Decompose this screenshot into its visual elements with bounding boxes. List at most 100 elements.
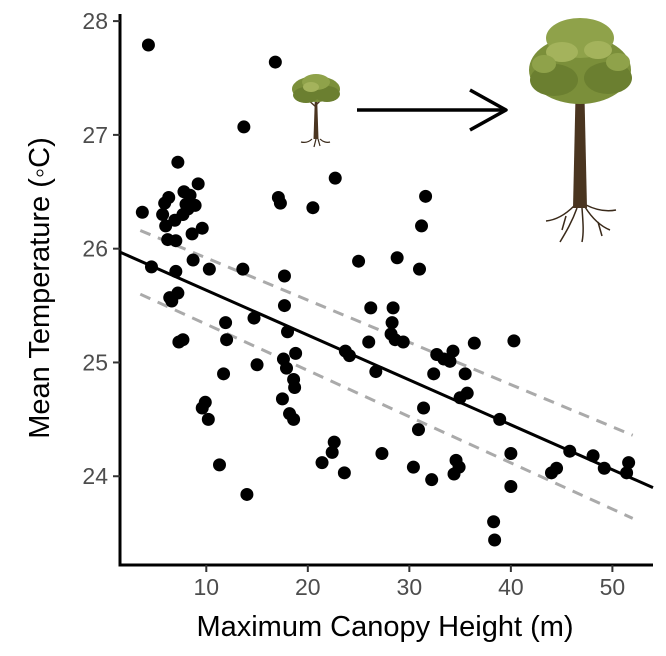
data-point: [135, 205, 149, 219]
large-tree-icon: [529, 18, 632, 243]
data-point: [277, 269, 291, 283]
small-tree-icon: [292, 74, 340, 148]
x-tick-label: 10: [193, 574, 219, 600]
data-point: [171, 155, 185, 169]
data-point: [386, 301, 400, 315]
data-point: [141, 38, 155, 52]
data-point: [419, 189, 433, 203]
x-tick-label: 50: [600, 574, 626, 600]
data-point: [327, 435, 341, 449]
y-tick-label: 27: [82, 122, 108, 148]
data-point: [458, 367, 472, 381]
data-point: [620, 466, 634, 480]
data-point: [191, 177, 205, 191]
data-point: [325, 445, 339, 459]
data-point: [289, 346, 303, 360]
data-point: [597, 461, 611, 475]
arrow-right-icon: [357, 88, 508, 132]
axes: 10 20 30 40 50 24 25 26 27 28: [82, 8, 653, 600]
data-point: [586, 449, 600, 463]
data-point: [236, 262, 250, 276]
data-point: [288, 380, 302, 394]
data-point: [247, 311, 261, 325]
data-point: [507, 334, 521, 348]
data-point: [390, 251, 404, 265]
data-point: [201, 412, 215, 426]
data-point: [195, 221, 209, 235]
y-axis-title: Mean Temperature (◦C): [24, 137, 56, 438]
data-point: [169, 234, 183, 248]
data-point: [406, 460, 420, 474]
data-point: [412, 262, 426, 276]
data-point: [281, 325, 295, 339]
data-point: [550, 461, 564, 475]
data-point: [352, 254, 366, 268]
data-point: [212, 458, 226, 472]
data-point: [385, 316, 399, 330]
data-point: [250, 358, 264, 372]
confidence-band: [139, 229, 634, 520]
x-tick-label: 40: [498, 574, 524, 600]
data-point: [156, 208, 170, 222]
data-point: [328, 171, 342, 185]
data-point: [217, 367, 231, 381]
data-point: [369, 365, 383, 379]
data-point: [364, 301, 378, 315]
data-point: [279, 361, 293, 375]
data-point: [306, 201, 320, 215]
data-points: [135, 38, 636, 547]
data-point: [460, 386, 474, 400]
data-point: [219, 316, 233, 330]
data-point: [467, 336, 481, 350]
data-point: [487, 515, 501, 529]
data-point: [315, 456, 329, 470]
x-tick-label: 20: [295, 574, 321, 600]
data-point: [220, 333, 234, 347]
data-point: [427, 367, 441, 381]
data-point: [452, 460, 466, 474]
data-point: [176, 333, 190, 347]
data-point: [171, 286, 185, 300]
data-point: [415, 219, 429, 233]
data-point: [493, 412, 507, 426]
data-point: [362, 335, 376, 349]
data-point: [183, 188, 197, 202]
data-point: [375, 446, 389, 460]
data-point: [188, 198, 202, 212]
y-tick-label: 26: [82, 236, 108, 262]
data-point: [417, 401, 431, 415]
x-tick-label: 30: [397, 574, 423, 600]
data-point: [268, 55, 282, 69]
data-point: [411, 423, 425, 437]
data-point: [273, 196, 287, 210]
data-point: [240, 487, 254, 501]
data-point: [488, 533, 502, 547]
data-point: [337, 466, 351, 480]
data-point: [425, 473, 439, 487]
data-point: [202, 262, 216, 276]
data-point: [169, 264, 183, 278]
data-point: [446, 344, 460, 358]
data-point: [504, 446, 518, 460]
data-point: [186, 253, 200, 267]
data-point: [277, 299, 291, 313]
confidence-band-lower: [139, 292, 634, 520]
data-point: [162, 190, 176, 204]
data-point: [396, 335, 410, 349]
data-point: [237, 120, 251, 134]
data-point: [185, 227, 199, 241]
data-point: [342, 349, 356, 363]
y-tick-label: 24: [82, 463, 108, 489]
data-point: [563, 444, 577, 458]
y-tick-label: 25: [82, 349, 108, 375]
data-point: [275, 392, 289, 406]
x-axis-title: Maximum Canopy Height (m): [196, 611, 573, 643]
data-point: [287, 412, 301, 426]
data-point: [504, 479, 518, 493]
y-tick-label: 28: [82, 8, 108, 34]
data-point: [443, 354, 457, 368]
data-point: [144, 260, 158, 274]
data-point: [622, 456, 636, 470]
data-point: [198, 395, 212, 409]
